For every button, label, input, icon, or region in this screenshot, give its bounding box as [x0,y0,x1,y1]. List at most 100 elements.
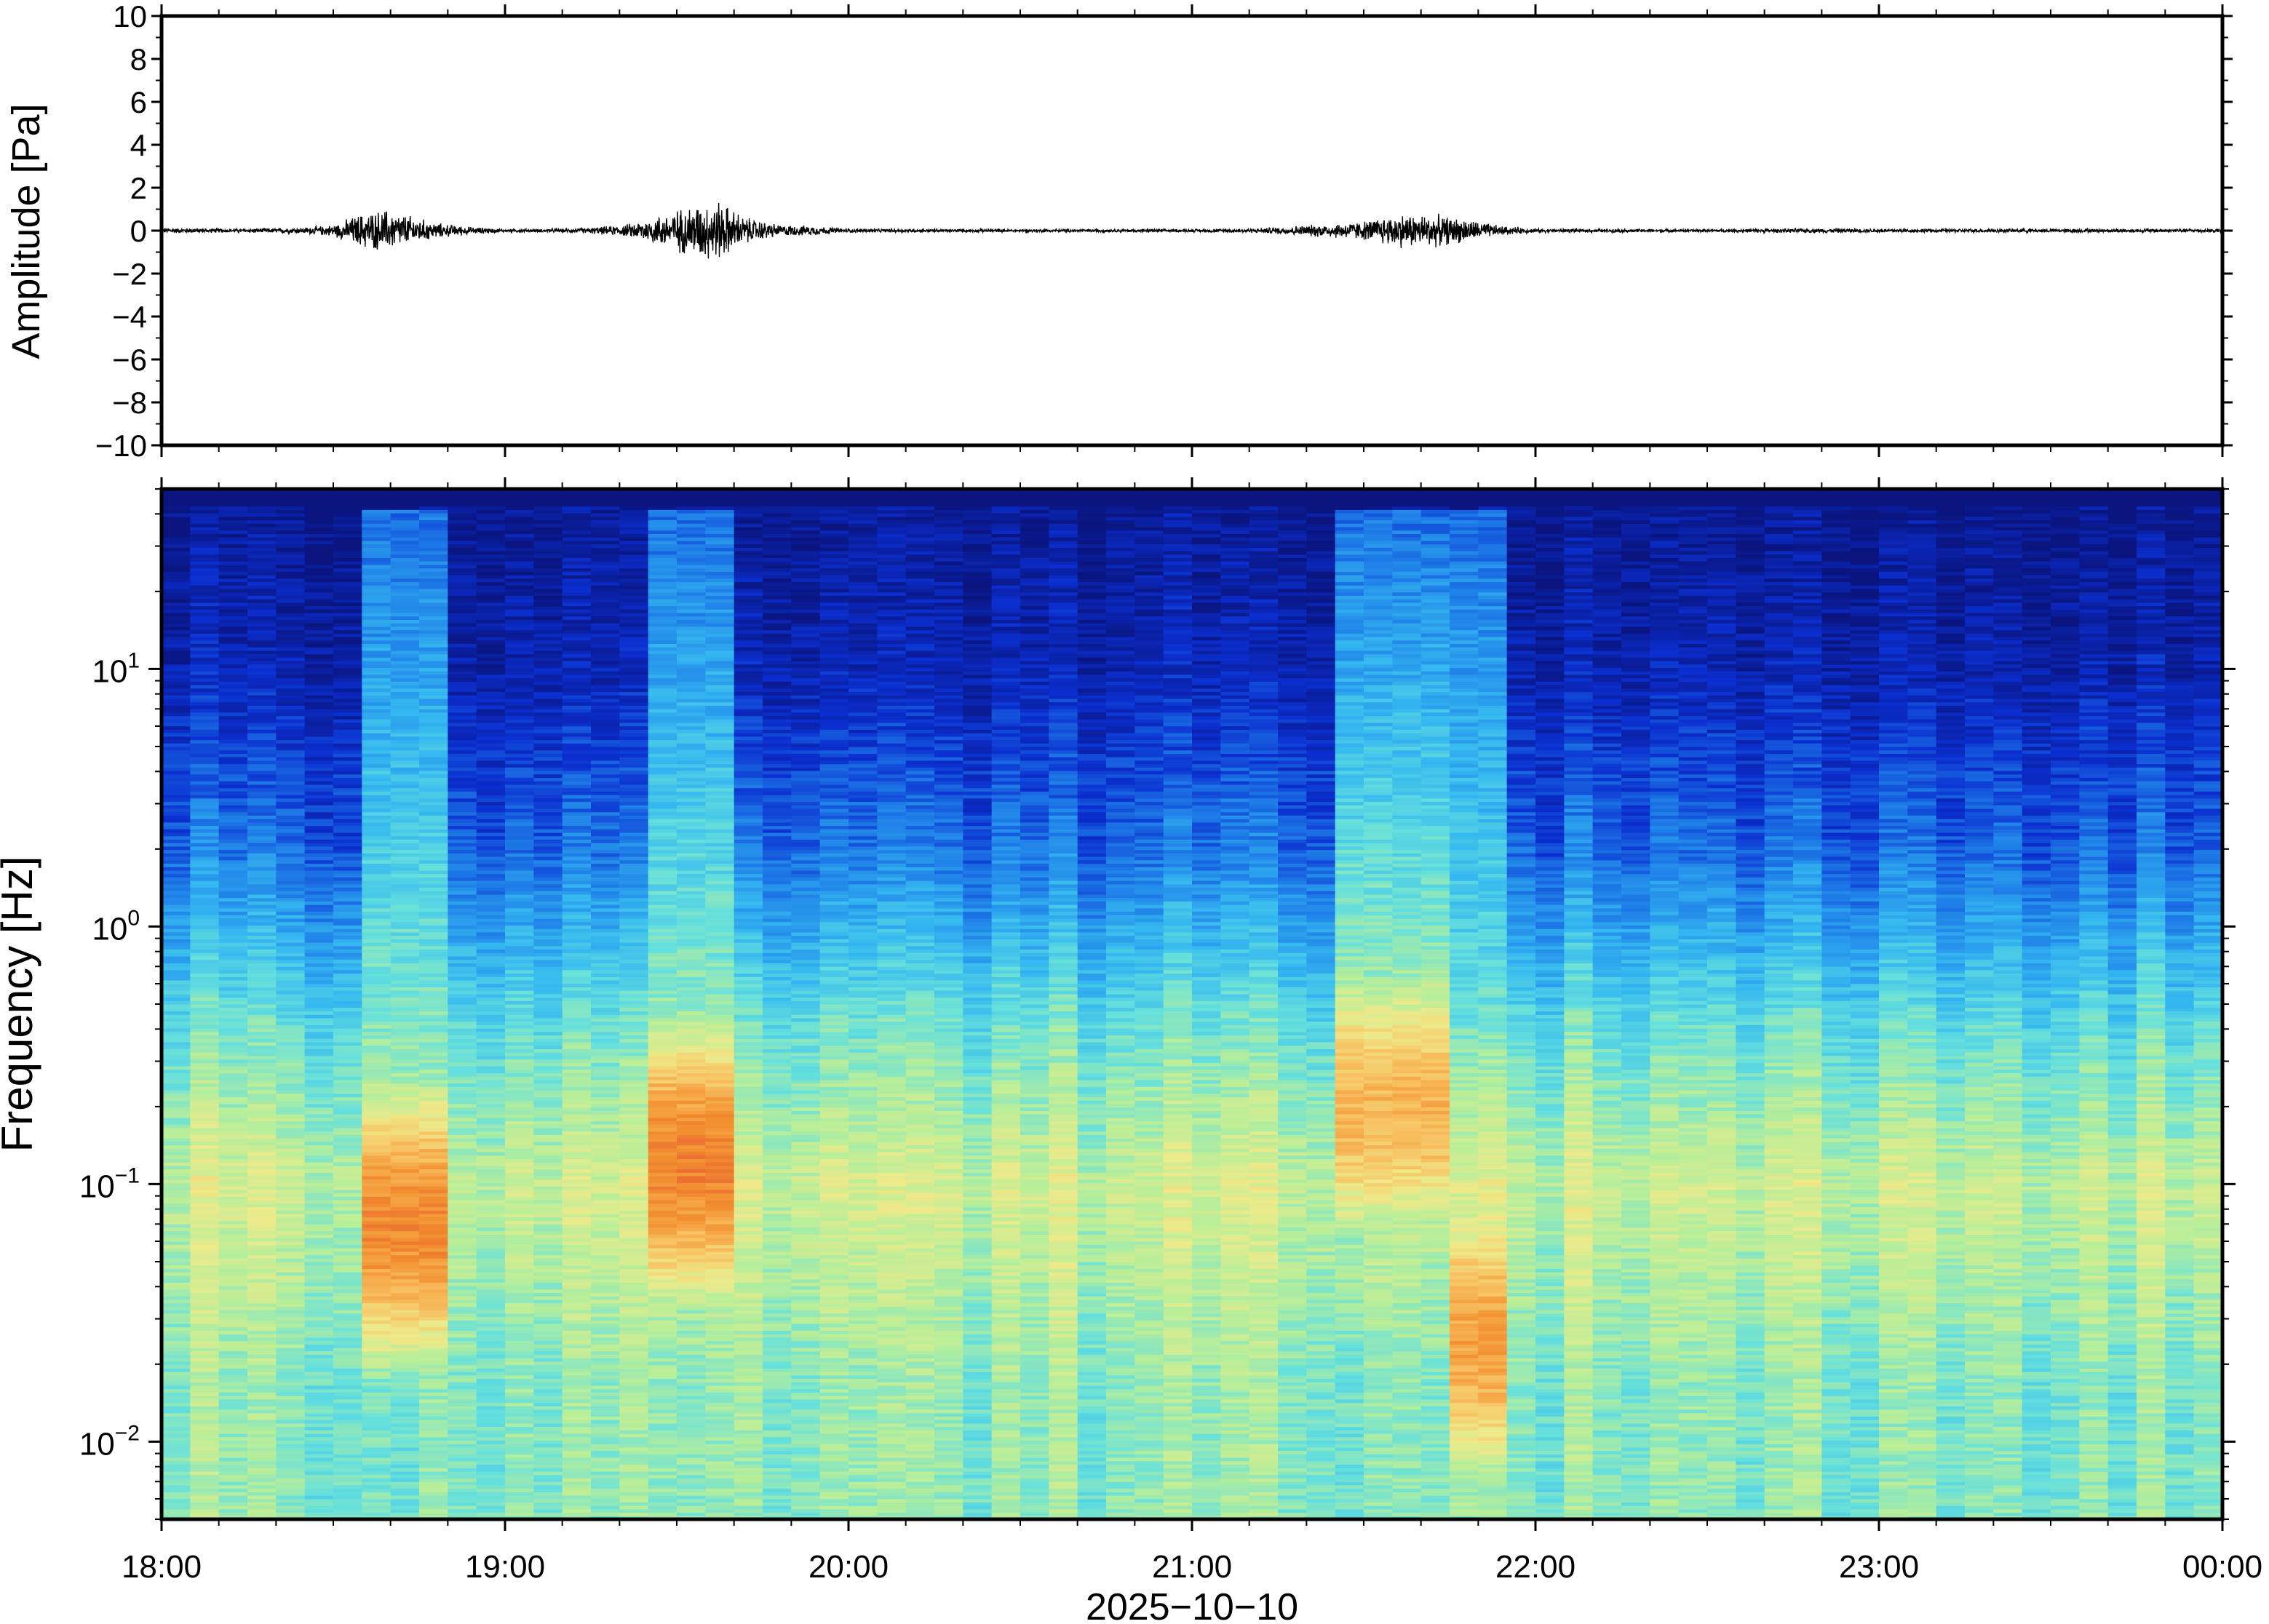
spectrogram-cell [477,661,506,664]
spectrogram-cell [591,1392,620,1396]
spectrogram-cell [305,1437,334,1441]
spectrogram-cell [505,846,534,850]
spectrogram-cell [219,1310,248,1313]
spectrogram-cell [362,1382,391,1385]
spectrogram-cell [419,1169,448,1173]
spectrogram-cell [391,605,420,609]
spectrogram-cell [219,619,248,623]
spectrogram-cell [477,1396,506,1399]
spectrogram-cell [448,781,477,784]
spectrogram-cell [333,819,362,822]
spectrogram-cell [448,575,477,578]
spectrogram-cell [477,795,506,798]
spectrogram-cell [219,928,248,932]
spectrogram-cell [219,726,248,730]
spectrogram-cell [533,1292,563,1296]
spectrogram-cell [448,1128,477,1131]
spectrogram-cell [477,1052,506,1056]
spectrogram-cell [247,1114,277,1118]
spectrogram-cell [219,1076,248,1080]
spectrogram-cell [276,609,305,613]
spectrogram-cell [247,808,277,812]
spectrogram-cell [391,709,420,712]
spectrogram-cell [305,994,334,998]
spectrogram-cell [219,1330,248,1334]
spectrogram-cell [162,1468,191,1471]
spectrogram-cell [505,1389,534,1393]
spectrogram-cell [419,928,448,932]
spectrogram-cell [505,915,534,918]
spectrogram-cell [305,798,334,802]
spectrogram-cell [162,826,191,829]
spectrogram-cell [533,733,563,736]
spectrogram-cell [333,815,362,819]
spectrogram-cell [533,726,563,730]
spectrogram-cell [533,1206,563,1210]
spectrogram-cell [162,932,191,936]
spectrogram-cell [333,602,362,606]
spectrogram-cell [419,1206,448,1210]
spectrogram-cell [391,1134,420,1138]
spectrogram-cell [276,952,305,956]
spectrogram-cell [533,595,563,599]
spectrogram-cell [305,819,334,822]
spectrogram-cell [247,1186,277,1190]
spectrogram-cell [190,901,219,904]
spectrogram-cell [162,1038,191,1042]
spectrogram-cell [477,1217,506,1221]
spectrogram-cell [162,575,191,578]
spectrogram-column [419,489,448,1520]
spectrogram-cell [533,1447,563,1451]
spectrogram-cell [477,1354,506,1358]
spectrogram-cell [391,880,420,884]
spectrogram-cell [219,678,248,682]
spectrogram-cell [533,643,563,647]
spectrogram-cell [162,585,191,589]
spectrogram-cell [477,867,506,870]
spectrogram-cell [391,1042,420,1046]
spectrogram-cell [477,1485,506,1489]
spectrogram-cell [448,698,477,702]
spectrogram-cell [563,1509,592,1513]
spectrogram-cell [333,1162,362,1166]
spectrogram-cell [533,1011,563,1014]
spectrogram-cell [419,592,448,596]
spectrogram-cell [247,1148,277,1152]
spectrogram-cell [305,850,334,853]
spectrogram-cell [533,946,563,950]
spectrogram-cell [276,551,305,554]
spectrogram-cell [190,753,219,757]
spectrogram-cell [448,928,477,932]
spectrogram-cell [477,1375,506,1379]
spectrogram-cell [477,784,506,788]
spectrogram-cell [591,719,620,723]
spectrogram-cell [333,688,362,692]
spectrogram-cell [190,1107,219,1111]
spectrogram-cell [333,925,362,928]
spectrogram-cell [276,1118,305,1121]
spectrogram-cell [276,1361,305,1365]
spectrogram-cell [391,777,420,781]
spectrogram-cell [305,922,334,926]
spectrogram-cell [305,1203,334,1207]
spectrogram-cell [391,802,420,805]
spectrogram-cell [533,1509,563,1513]
spectrogram-cell [419,719,448,723]
spectrogram-cell [305,578,334,582]
spectrogram-cell [505,1231,534,1235]
spectrogram-cell [305,984,334,987]
spectrogram-cell [533,774,563,778]
spectrogram-cell [477,850,506,853]
spectrogram-cell [219,1478,248,1481]
spectrogram-cell [533,589,563,592]
spectrogram-cell [190,1341,219,1345]
spectrogram-cell [533,633,563,637]
spectrogram-cell [391,681,420,685]
spectrogram-cell [391,1320,420,1324]
spectrogram-cell [419,1142,448,1145]
spectrogram-cell [276,1148,305,1152]
spectrogram-cell [162,640,191,644]
spectrogram-cell [448,918,477,922]
spectrogram-cell [276,1244,305,1248]
spectrogram-cell [276,970,305,974]
